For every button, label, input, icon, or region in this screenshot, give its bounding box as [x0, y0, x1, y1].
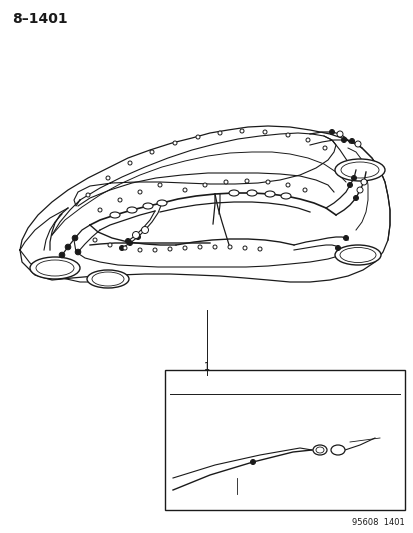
- Circle shape: [135, 235, 140, 239]
- Circle shape: [250, 459, 255, 464]
- Circle shape: [305, 138, 309, 142]
- Circle shape: [197, 245, 202, 249]
- Circle shape: [173, 141, 177, 145]
- Circle shape: [183, 188, 187, 192]
- Ellipse shape: [87, 270, 129, 288]
- Circle shape: [86, 193, 90, 197]
- Circle shape: [153, 248, 157, 252]
- Circle shape: [72, 235, 78, 241]
- Circle shape: [132, 231, 139, 238]
- Circle shape: [336, 131, 342, 137]
- Circle shape: [244, 179, 248, 183]
- Circle shape: [138, 190, 142, 194]
- Ellipse shape: [30, 257, 80, 279]
- Circle shape: [119, 246, 124, 251]
- Circle shape: [98, 208, 102, 212]
- Ellipse shape: [280, 193, 290, 199]
- Circle shape: [59, 252, 65, 258]
- Circle shape: [354, 141, 360, 147]
- Circle shape: [329, 130, 334, 134]
- Circle shape: [341, 138, 346, 142]
- Circle shape: [183, 246, 187, 250]
- Circle shape: [349, 139, 354, 143]
- Text: 1: 1: [204, 362, 209, 372]
- Circle shape: [262, 130, 266, 134]
- Circle shape: [141, 227, 148, 233]
- Circle shape: [150, 150, 154, 154]
- Circle shape: [123, 246, 127, 250]
- Ellipse shape: [264, 191, 274, 197]
- Ellipse shape: [330, 445, 344, 455]
- Ellipse shape: [110, 212, 120, 218]
- Circle shape: [168, 247, 171, 251]
- Ellipse shape: [334, 159, 384, 181]
- Circle shape: [351, 175, 356, 181]
- Circle shape: [228, 245, 231, 249]
- Circle shape: [106, 176, 110, 180]
- Circle shape: [347, 182, 351, 188]
- Circle shape: [360, 179, 366, 185]
- Circle shape: [108, 243, 112, 247]
- Ellipse shape: [247, 190, 256, 196]
- Circle shape: [75, 249, 81, 255]
- Ellipse shape: [334, 245, 380, 265]
- Circle shape: [285, 183, 289, 187]
- Circle shape: [343, 236, 348, 240]
- Text: 95608  1401: 95608 1401: [351, 518, 404, 527]
- Ellipse shape: [157, 200, 166, 206]
- Circle shape: [212, 245, 216, 249]
- Text: 2: 2: [381, 433, 388, 443]
- Circle shape: [223, 180, 228, 184]
- Circle shape: [218, 131, 221, 135]
- Circle shape: [127, 240, 132, 246]
- Circle shape: [128, 161, 132, 165]
- Ellipse shape: [312, 445, 326, 455]
- Circle shape: [322, 146, 326, 150]
- Circle shape: [125, 238, 130, 244]
- Circle shape: [195, 135, 199, 139]
- Text: (GLOVE  BOX  LAMP): (GLOVE BOX LAMP): [228, 381, 341, 391]
- Bar: [165, 370, 404, 510]
- Circle shape: [335, 246, 339, 251]
- Circle shape: [240, 129, 243, 133]
- Text: 8–1401: 8–1401: [12, 12, 67, 26]
- Circle shape: [266, 180, 269, 184]
- Ellipse shape: [142, 203, 153, 209]
- Ellipse shape: [127, 207, 137, 213]
- Circle shape: [118, 198, 122, 202]
- Circle shape: [302, 188, 306, 192]
- Circle shape: [242, 246, 247, 250]
- Circle shape: [93, 238, 97, 242]
- Circle shape: [257, 247, 261, 251]
- Circle shape: [158, 183, 161, 187]
- Circle shape: [356, 187, 362, 193]
- Ellipse shape: [228, 190, 238, 196]
- Circle shape: [138, 248, 142, 252]
- Circle shape: [202, 183, 206, 187]
- Circle shape: [285, 133, 289, 137]
- Circle shape: [65, 244, 71, 250]
- Circle shape: [353, 196, 358, 200]
- Text: 1: 1: [231, 495, 238, 505]
